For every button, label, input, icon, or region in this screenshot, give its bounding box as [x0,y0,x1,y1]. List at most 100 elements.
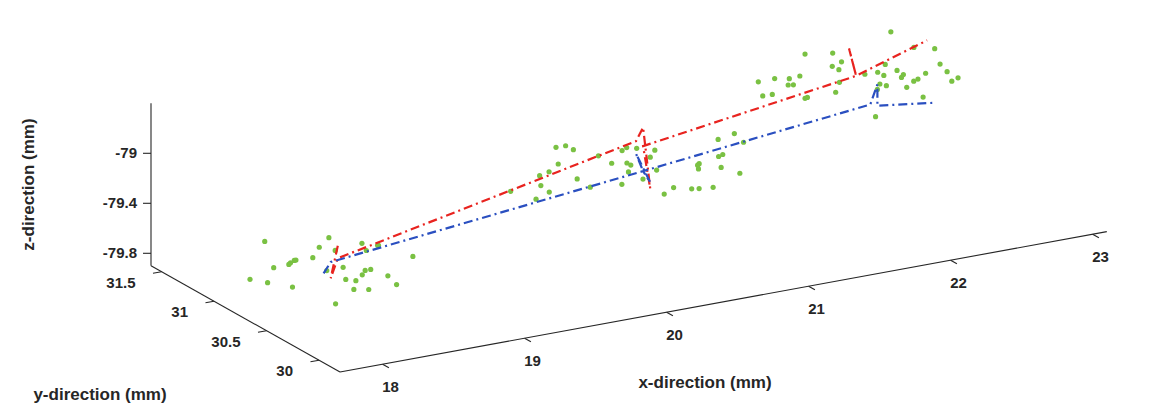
scatter-point [830,50,835,55]
scatter-point [351,287,356,292]
scatter-point [716,154,721,159]
y-tick-label: 31 [171,303,188,320]
scatter-point [286,262,291,267]
scatter-point [326,235,331,240]
scatter-point [671,185,676,190]
scatter-point [385,273,390,278]
z-tick-label: -79 [115,144,137,161]
x-tick [383,364,389,368]
scatter-point [719,165,724,170]
scatter-point [547,189,552,194]
scatter-point [634,146,639,151]
scatter-point [833,90,838,95]
scatter-point [875,70,880,75]
x-tick-label: 18 [382,378,399,395]
x-tick-label: 19 [524,352,541,369]
scatter-point [955,75,960,80]
scatter-point [290,284,295,289]
x-tick [1093,234,1099,238]
scatter-point [563,143,568,148]
x-axis-line [340,232,1107,372]
scatter-point [937,61,942,66]
scatter-point [756,79,761,84]
y-tick-label: 30 [276,362,293,379]
z-tick [143,153,151,154]
scatter-point [410,254,415,259]
z-tick [143,253,151,254]
scatter-point [571,147,576,152]
scatter-point [949,79,954,84]
series-line [324,84,935,273]
scatter-point [915,76,920,81]
x-tick-label: 21 [808,300,825,317]
scatter-point [619,182,624,187]
scatter-point [772,76,777,81]
scatter-point [546,169,551,174]
scatter-point [310,255,315,260]
scatter-point [716,137,721,142]
scatter-point [317,245,322,250]
y-tick [205,301,214,303]
scatter-point [932,46,937,51]
x-tick-label: 22 [950,274,967,291]
scatter-point [341,265,346,270]
z-tick-label: -79.4 [103,194,138,211]
y-tick [258,331,267,333]
scatter-point [884,83,889,88]
x-tick [525,338,531,342]
scatter-point [394,282,399,287]
scatter-point [360,272,365,277]
scatter-point [292,258,297,263]
y-axis-title: y-direction (mm) [33,385,166,404]
scatter-point [791,82,796,87]
scatter-point [538,183,543,188]
scatter-point [333,301,338,306]
y-tick [153,272,162,274]
scatter-point [923,71,928,76]
x-tick-label: 23 [1092,248,1109,265]
series-line [331,40,927,278]
z-tick [143,203,151,204]
scatter-point [654,167,659,172]
scatter-point [556,161,561,166]
scatter-point [805,95,810,100]
scatter-point [839,59,844,64]
scatter-point [609,161,614,166]
chart: 1819202122233030.53131.5-79.8-79.4-79x-d… [0,0,1167,412]
scatter-point [760,93,765,98]
scatter-point [787,76,792,81]
scatter-point [770,92,775,97]
scatter-point [624,160,629,165]
y-tick-label: 31.5 [106,274,135,291]
scatter-point [271,265,276,270]
x-tick [667,312,673,316]
scatter-point [873,114,878,119]
scatter-point [732,131,737,136]
x-axis-title: x-direction (mm) [638,373,771,392]
scatter-point [262,239,267,244]
y-axis-line [151,266,340,372]
scatter-point [711,185,716,190]
x-tick [951,260,957,264]
scatter-point [888,29,893,34]
scatter-point [640,177,645,182]
z-tick-label: -79.8 [103,244,137,261]
scatter-point [737,171,742,176]
scatter-point [363,268,368,273]
scatter-point [553,145,558,150]
scatter-point [359,241,364,246]
scatter-point [797,73,802,78]
z-axis-title: z-direction (mm) [19,118,38,250]
scatter-point [368,267,373,272]
z-axis-line [150,103,151,265]
scatter-point [689,186,694,191]
scatter-point [836,67,841,72]
scatter-point [695,163,700,168]
scatter-point [697,186,702,191]
scatter-point [830,64,835,69]
scatter-point [904,85,909,90]
scatter-point [881,73,886,78]
scatter-point [353,278,358,283]
y-tick [310,360,319,362]
scatter-point [921,94,926,99]
